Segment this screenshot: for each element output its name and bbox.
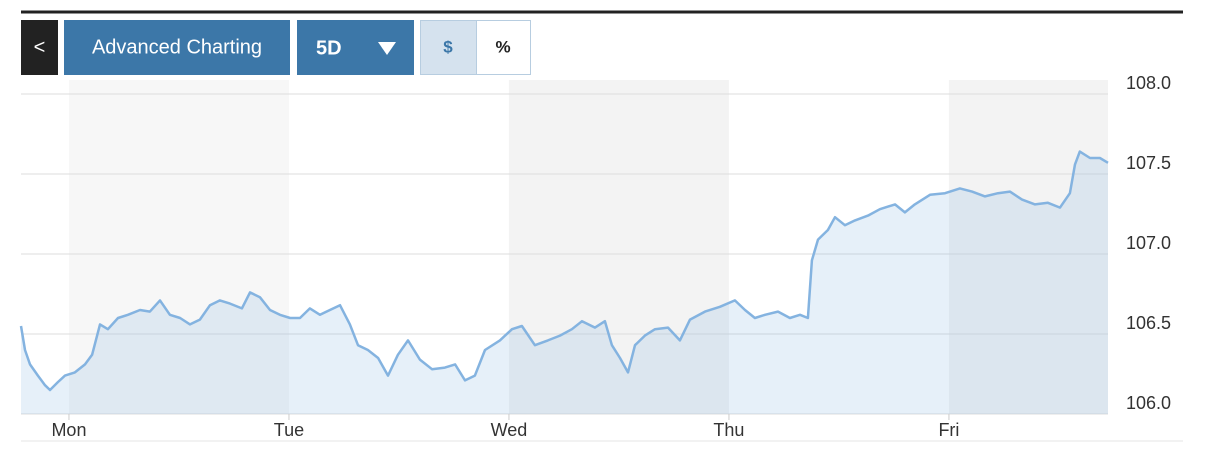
day-band <box>948 80 1108 414</box>
percent-label[interactable]: % <box>495 37 510 56</box>
range-label[interactable]: 5D <box>316 37 342 59</box>
x-tick-label: Thu <box>713 420 744 440</box>
y-tick-label: 108.0 <box>1126 73 1171 93</box>
x-tick-label: Tue <box>274 420 304 440</box>
percent-toggle[interactable] <box>476 20 531 75</box>
dollar-label[interactable]: $ <box>443 37 453 56</box>
back-button[interactable] <box>21 20 58 75</box>
x-tick-label: Fri <box>938 420 959 440</box>
range-dropdown[interactable] <box>297 20 414 75</box>
price-line <box>19 150 1109 392</box>
x-tick-label: Wed <box>491 420 528 440</box>
y-tick-label: 107.0 <box>1126 233 1171 253</box>
y-tick-label: 106.5 <box>1126 313 1171 333</box>
back-button-label[interactable]: < <box>34 36 46 58</box>
area <box>21 151 1108 414</box>
x-tick-label: Mon <box>51 420 86 440</box>
dropdown-arrow <box>378 42 396 55</box>
y-tick-label: 106.0 <box>1126 393 1171 413</box>
day-band <box>68 80 289 414</box>
advanced-charting-label[interactable]: Advanced Charting <box>92 36 262 58</box>
advanced-charting-button[interactable] <box>64 20 290 75</box>
y-tick-label: 107.5 <box>1126 153 1171 173</box>
